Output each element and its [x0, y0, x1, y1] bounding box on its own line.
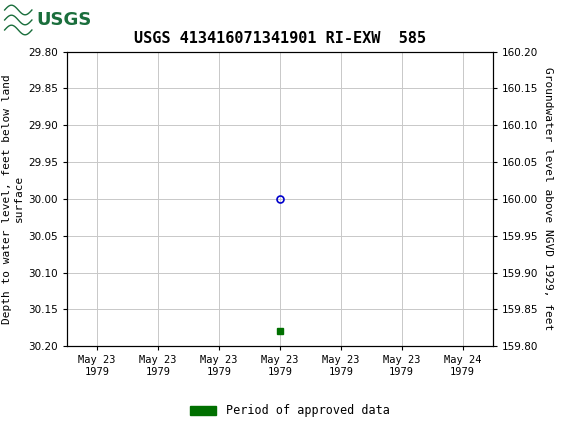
FancyBboxPatch shape — [3, 3, 70, 37]
Text: USGS: USGS — [37, 11, 92, 29]
Legend: Period of approved data: Period of approved data — [186, 399, 394, 422]
Y-axis label: Groundwater level above NGVD 1929, feet: Groundwater level above NGVD 1929, feet — [543, 67, 553, 331]
Title: USGS 413416071341901 RI-EXW  585: USGS 413416071341901 RI-EXW 585 — [134, 31, 426, 46]
Y-axis label: Depth to water level, feet below land
surface: Depth to water level, feet below land su… — [2, 74, 24, 324]
